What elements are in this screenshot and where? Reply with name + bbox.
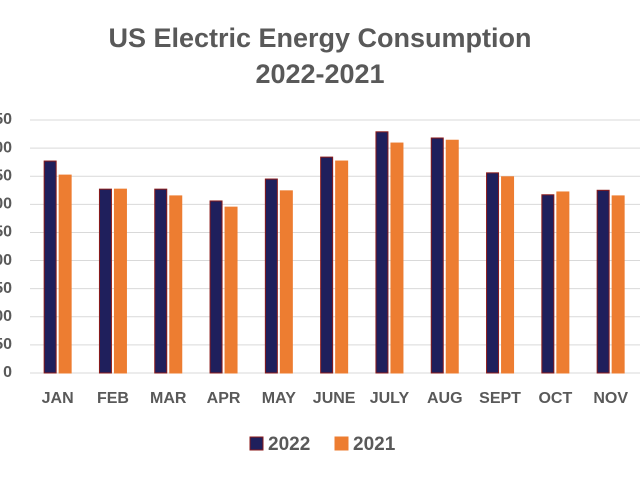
bar xyxy=(335,160,349,374)
x-tick-label: OCT xyxy=(538,390,572,407)
bar xyxy=(169,195,183,374)
bar xyxy=(430,137,444,374)
legend-label: 2021 xyxy=(353,434,396,455)
y-tick-label: 50 xyxy=(0,336,12,353)
x-tick-label: JULY xyxy=(370,390,410,407)
bar xyxy=(375,131,389,374)
bar xyxy=(209,200,223,374)
bar xyxy=(154,188,168,374)
y-tick-label: 100 xyxy=(0,308,12,325)
y-tick-label: 200 xyxy=(0,252,12,269)
bar xyxy=(113,188,127,374)
y-tick-label: 400 xyxy=(0,139,12,156)
bar xyxy=(486,172,500,374)
bar xyxy=(445,139,459,374)
bar xyxy=(224,206,238,374)
bar xyxy=(596,189,610,374)
bar xyxy=(320,156,334,374)
y-tick-label: 250 xyxy=(0,224,12,241)
y-tick-label: 450 xyxy=(0,111,12,128)
bar xyxy=(501,176,515,374)
x-tick-label: NOV xyxy=(593,390,628,407)
bar xyxy=(279,190,293,374)
x-tick-label: JAN xyxy=(42,390,74,407)
x-tick-label: SEPT xyxy=(479,390,521,407)
bar xyxy=(264,178,278,374)
y-tick-label: 150 xyxy=(0,280,12,297)
bar xyxy=(43,160,57,374)
x-tick-label: AUG xyxy=(427,390,463,407)
y-tick-label: 0 xyxy=(3,364,12,381)
chart-title: US Electric Energy Consumption xyxy=(108,23,531,53)
bar xyxy=(58,174,72,374)
x-tick-label: MAY xyxy=(262,390,296,407)
legend-swatch xyxy=(334,436,349,451)
bar xyxy=(390,142,404,374)
legend-swatch xyxy=(249,436,264,451)
bar xyxy=(541,194,555,374)
chart-subtitle: 2022-2021 xyxy=(255,59,384,89)
x-tick-label: MAR xyxy=(150,390,187,407)
y-tick-label: 350 xyxy=(0,167,12,184)
x-tick-label: FEB xyxy=(97,390,129,407)
bar xyxy=(611,195,625,374)
x-tick-label: APR xyxy=(207,390,241,407)
bar xyxy=(98,188,112,374)
legend-label: 2022 xyxy=(268,434,310,455)
y-tick-label: 300 xyxy=(0,196,12,213)
bar xyxy=(556,191,570,374)
x-tick-label: JUNE xyxy=(313,390,356,407)
